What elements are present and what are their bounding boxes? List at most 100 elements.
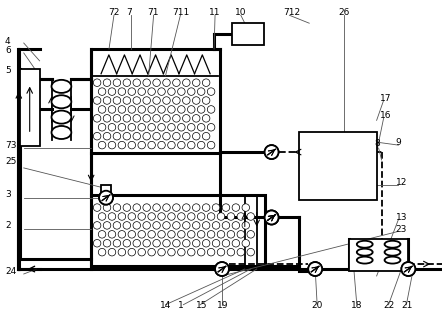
Circle shape bbox=[138, 124, 146, 131]
Circle shape bbox=[192, 133, 200, 140]
Text: 26: 26 bbox=[338, 8, 349, 17]
Circle shape bbox=[108, 106, 116, 113]
Circle shape bbox=[98, 106, 106, 113]
Circle shape bbox=[182, 114, 190, 122]
Circle shape bbox=[133, 239, 140, 247]
Circle shape bbox=[192, 222, 200, 229]
Circle shape bbox=[98, 88, 106, 95]
Circle shape bbox=[207, 106, 215, 113]
Circle shape bbox=[173, 79, 180, 87]
Circle shape bbox=[163, 79, 170, 87]
Bar bbox=[91, 49, 220, 153]
Circle shape bbox=[187, 230, 195, 238]
Circle shape bbox=[118, 88, 126, 95]
Circle shape bbox=[108, 124, 116, 131]
Circle shape bbox=[128, 213, 135, 220]
Circle shape bbox=[182, 79, 190, 87]
Circle shape bbox=[153, 239, 160, 247]
Circle shape bbox=[99, 191, 113, 204]
Circle shape bbox=[237, 230, 245, 238]
Circle shape bbox=[103, 133, 111, 140]
Circle shape bbox=[128, 124, 135, 131]
Circle shape bbox=[133, 97, 140, 104]
Circle shape bbox=[93, 114, 101, 122]
Circle shape bbox=[108, 213, 116, 220]
Circle shape bbox=[128, 88, 135, 95]
Circle shape bbox=[173, 133, 180, 140]
Circle shape bbox=[192, 204, 200, 211]
Circle shape bbox=[148, 124, 155, 131]
Ellipse shape bbox=[357, 249, 373, 256]
Circle shape bbox=[173, 204, 180, 211]
Text: 22: 22 bbox=[384, 301, 395, 310]
Circle shape bbox=[148, 230, 155, 238]
Ellipse shape bbox=[52, 80, 71, 93]
Circle shape bbox=[192, 114, 200, 122]
Circle shape bbox=[123, 222, 131, 229]
Circle shape bbox=[187, 106, 195, 113]
Circle shape bbox=[133, 79, 140, 87]
Text: 3: 3 bbox=[5, 190, 11, 199]
Circle shape bbox=[192, 79, 200, 87]
Circle shape bbox=[143, 239, 151, 247]
Circle shape bbox=[178, 106, 185, 113]
Text: 23: 23 bbox=[396, 225, 407, 234]
Circle shape bbox=[158, 88, 165, 95]
Text: 6: 6 bbox=[5, 47, 11, 55]
Circle shape bbox=[118, 106, 126, 113]
Circle shape bbox=[93, 79, 101, 87]
Circle shape bbox=[93, 239, 101, 247]
Circle shape bbox=[98, 230, 106, 238]
Circle shape bbox=[148, 213, 155, 220]
Circle shape bbox=[153, 114, 160, 122]
Circle shape bbox=[308, 262, 322, 276]
Ellipse shape bbox=[385, 249, 400, 256]
Circle shape bbox=[163, 239, 170, 247]
Text: 10: 10 bbox=[235, 8, 246, 17]
Circle shape bbox=[163, 133, 170, 140]
Circle shape bbox=[202, 97, 210, 104]
Circle shape bbox=[173, 97, 180, 104]
Circle shape bbox=[168, 88, 175, 95]
Bar bbox=[299, 132, 377, 200]
Circle shape bbox=[138, 249, 146, 256]
Circle shape bbox=[207, 249, 215, 256]
Circle shape bbox=[187, 124, 195, 131]
Text: 15: 15 bbox=[196, 301, 208, 310]
Circle shape bbox=[173, 114, 180, 122]
Circle shape bbox=[128, 106, 135, 113]
Circle shape bbox=[98, 249, 106, 256]
Circle shape bbox=[265, 210, 278, 224]
Ellipse shape bbox=[385, 257, 400, 263]
Circle shape bbox=[163, 204, 170, 211]
Circle shape bbox=[133, 204, 140, 211]
Circle shape bbox=[148, 249, 155, 256]
Text: 8: 8 bbox=[375, 139, 381, 148]
Circle shape bbox=[133, 114, 140, 122]
Circle shape bbox=[138, 213, 146, 220]
Circle shape bbox=[118, 124, 126, 131]
Circle shape bbox=[153, 97, 160, 104]
Circle shape bbox=[242, 239, 250, 247]
Circle shape bbox=[247, 249, 254, 256]
Circle shape bbox=[207, 141, 215, 149]
Circle shape bbox=[182, 204, 190, 211]
Circle shape bbox=[265, 210, 278, 224]
Circle shape bbox=[153, 204, 160, 211]
Ellipse shape bbox=[357, 257, 373, 263]
Circle shape bbox=[108, 88, 116, 95]
Circle shape bbox=[178, 124, 185, 131]
Circle shape bbox=[93, 133, 101, 140]
Circle shape bbox=[133, 133, 140, 140]
Circle shape bbox=[103, 79, 111, 87]
Circle shape bbox=[222, 239, 230, 247]
Circle shape bbox=[118, 213, 126, 220]
Circle shape bbox=[265, 210, 278, 224]
Circle shape bbox=[93, 222, 101, 229]
Circle shape bbox=[232, 239, 240, 247]
Text: 12: 12 bbox=[396, 178, 407, 187]
Circle shape bbox=[158, 213, 165, 220]
Circle shape bbox=[212, 204, 220, 211]
Circle shape bbox=[178, 249, 185, 256]
Circle shape bbox=[123, 114, 131, 122]
